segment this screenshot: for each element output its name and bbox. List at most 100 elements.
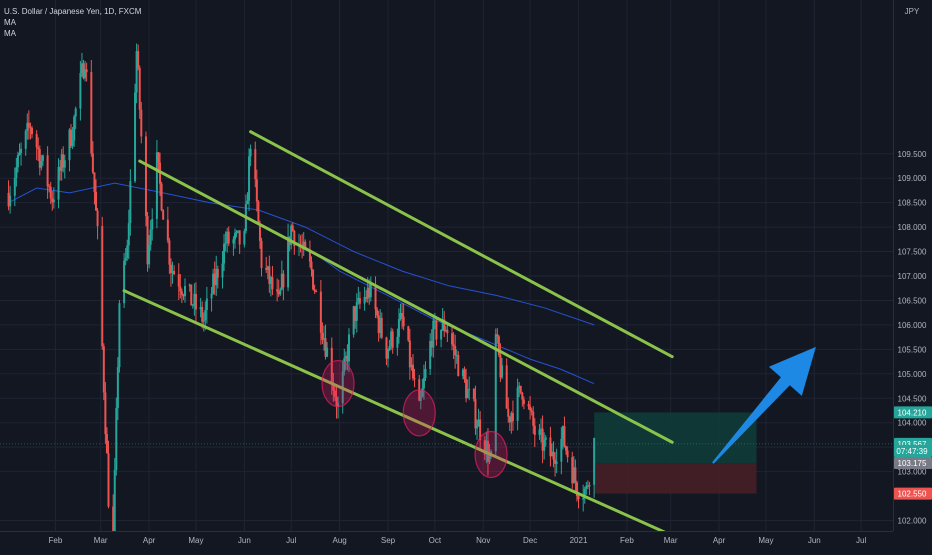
candle-body	[266, 266, 269, 270]
legend: U.S. Dollar / Japanese Yen, 1D, FXCM MA …	[4, 6, 141, 39]
indicator-ma-1[interactable]: MA	[4, 18, 16, 27]
highlight-circles[interactable]	[321, 359, 508, 479]
candle-body	[205, 298, 208, 310]
candle-body	[104, 392, 107, 435]
candle-body	[565, 446, 568, 451]
candle-body	[279, 289, 282, 295]
candle-body	[180, 291, 183, 295]
candle-body	[463, 369, 466, 380]
candle-body	[396, 336, 399, 348]
candle-body	[588, 484, 591, 487]
projection-arrow[interactable]	[712, 346, 816, 464]
candle-body	[215, 268, 218, 286]
candle-body	[79, 73, 82, 109]
candle-body	[479, 419, 482, 441]
candle-body	[113, 469, 116, 536]
candle-body	[221, 263, 224, 278]
candle-body	[347, 334, 350, 362]
candle-body	[18, 153, 21, 156]
projection-arrow-group[interactable]	[712, 346, 816, 464]
candle-body	[30, 127, 33, 135]
price-label: 07:47:39	[896, 447, 928, 456]
price-label-box	[894, 445, 932, 458]
candle-body	[246, 200, 249, 205]
candle-body	[505, 365, 508, 409]
candle-body	[388, 346, 391, 350]
candle-body	[397, 319, 400, 337]
candle-body	[344, 355, 347, 359]
y-tick-label: 109.000	[898, 174, 927, 183]
x-tick-label: Dec	[523, 536, 537, 545]
candle-body	[212, 273, 215, 294]
candle-body	[433, 320, 436, 322]
candle-body	[330, 347, 333, 385]
candle-body	[421, 388, 424, 397]
support-touch-circle-1[interactable]	[321, 359, 355, 408]
channel-lines[interactable]	[122, 130, 674, 535]
candle-body	[60, 154, 63, 171]
candle-body	[560, 438, 563, 462]
candle-body	[486, 440, 489, 462]
candle-body	[171, 270, 174, 274]
candle-body	[387, 349, 390, 359]
candle-body	[541, 428, 544, 451]
candle-body	[304, 241, 307, 250]
candle-body	[366, 287, 369, 299]
stop-zone	[594, 463, 757, 494]
candle-body	[9, 195, 12, 207]
candle-body	[343, 358, 346, 372]
candle-body	[115, 408, 118, 470]
price-label: 103.175	[898, 459, 927, 468]
candle-body	[135, 51, 138, 93]
candle-body	[123, 260, 126, 304]
x-tick-label: Mar	[94, 536, 108, 545]
candle-body	[16, 155, 19, 168]
channel-line-3[interactable]	[122, 289, 668, 535]
time-axis-background	[0, 531, 932, 550]
candle-body	[369, 284, 372, 298]
candle-body	[365, 296, 368, 299]
candle-body	[287, 236, 290, 288]
candle-body	[13, 177, 16, 196]
candle-body	[257, 201, 260, 224]
indicator-ma-2[interactable]: MA	[4, 29, 16, 38]
candle-body	[454, 346, 457, 356]
channel-line-2[interactable]	[249, 130, 674, 359]
candle-body	[468, 388, 471, 390]
candle-body	[59, 166, 62, 171]
y-tick-label: 104.000	[898, 419, 927, 428]
candle-body	[424, 368, 427, 379]
candle-body	[190, 284, 193, 306]
y-tick-label: 104.500	[898, 394, 927, 403]
candle-body	[582, 497, 585, 500]
candle-body	[84, 69, 87, 79]
candle-body	[40, 160, 43, 168]
support-touch-circle-3[interactable]	[474, 430, 508, 479]
candle-body	[441, 319, 444, 330]
candle-body	[575, 482, 578, 497]
candle-body	[46, 155, 49, 187]
candle-body	[510, 413, 513, 423]
candle-body	[27, 122, 30, 128]
candle-body	[527, 404, 530, 407]
candle-body	[376, 309, 379, 316]
candle-body	[555, 461, 558, 464]
candle-body	[443, 319, 446, 332]
candle-body	[235, 231, 238, 234]
candle-body	[49, 186, 52, 199]
candle-body	[530, 410, 533, 412]
support-touch-circle-2[interactable]	[402, 389, 436, 437]
candle-body	[494, 334, 497, 452]
candle-body	[390, 331, 393, 347]
candle-body	[254, 149, 257, 180]
candle-body	[429, 340, 432, 369]
channel-line-1[interactable]	[138, 159, 674, 444]
candle-body	[451, 333, 454, 345]
currency-label: JPY	[905, 7, 920, 16]
candle-body	[533, 425, 536, 435]
candle-body	[224, 243, 227, 245]
symbol-title[interactable]: U.S. Dollar / Japanese Yen, 1D, FXCM	[4, 7, 142, 16]
